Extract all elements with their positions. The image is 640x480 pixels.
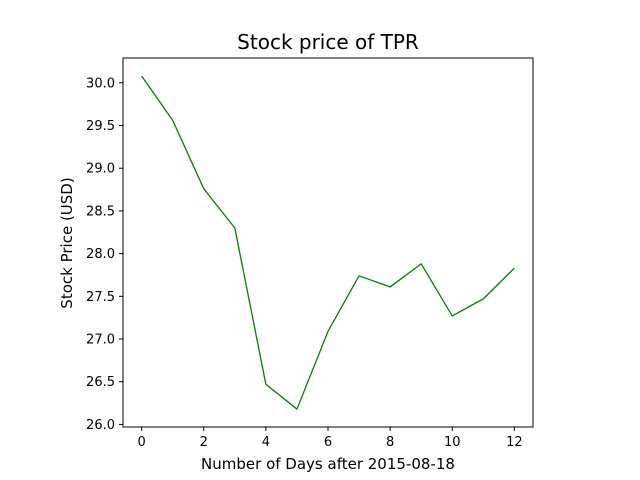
x-tick-label: 12 <box>506 435 523 450</box>
x-tick-label: 2 <box>200 435 208 450</box>
x-tick-label: 4 <box>262 435 270 450</box>
axes-frame <box>123 58 533 427</box>
x-tick-label: 10 <box>444 435 461 450</box>
y-tick-label: 29.0 <box>86 162 115 177</box>
y-tick-label: 28.0 <box>86 247 115 262</box>
y-tick-label: 27.5 <box>86 290 115 305</box>
y-tick-label: 26.5 <box>86 375 115 390</box>
y-tick-label: 29.5 <box>86 119 115 134</box>
x-tick-label: 0 <box>137 435 145 450</box>
x-tick-label: 8 <box>386 435 394 450</box>
x-tick-label: 6 <box>324 435 332 450</box>
plot-area: 0 2 4 6 8 10 12 26.0 26.5 27.0 27.5 28.0 28.5 29.0 29.… <box>86 58 533 450</box>
y-tick-label: 28.5 <box>86 204 115 219</box>
y-tick-label: 30.0 <box>86 76 115 91</box>
chart-title: Stock price of TPR <box>237 30 419 54</box>
y-axis-label: Stock Price (USD) <box>58 177 76 308</box>
x-axis-label: Number of Days after 2015-08-18 <box>201 455 455 473</box>
y-tick-label: 27.0 <box>86 333 115 348</box>
series-line-0 <box>142 76 515 409</box>
y-tick-label: 26.0 <box>86 418 115 433</box>
